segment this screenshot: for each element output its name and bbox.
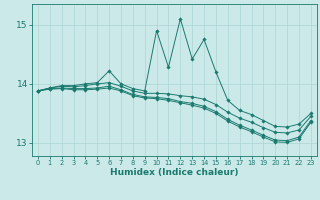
X-axis label: Humidex (Indice chaleur): Humidex (Indice chaleur): [110, 168, 239, 177]
